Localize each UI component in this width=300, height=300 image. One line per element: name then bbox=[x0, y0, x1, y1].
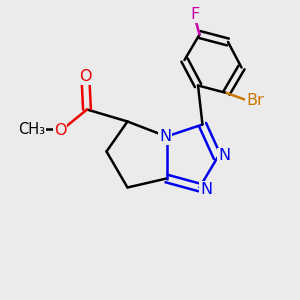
Text: N: N bbox=[218, 148, 230, 164]
Text: F: F bbox=[190, 7, 200, 22]
Text: N: N bbox=[200, 182, 212, 196]
Text: CH₃: CH₃ bbox=[18, 122, 45, 136]
Text: N: N bbox=[159, 129, 171, 144]
Text: O: O bbox=[54, 123, 66, 138]
Text: Br: Br bbox=[246, 93, 264, 108]
Text: O: O bbox=[79, 69, 92, 84]
